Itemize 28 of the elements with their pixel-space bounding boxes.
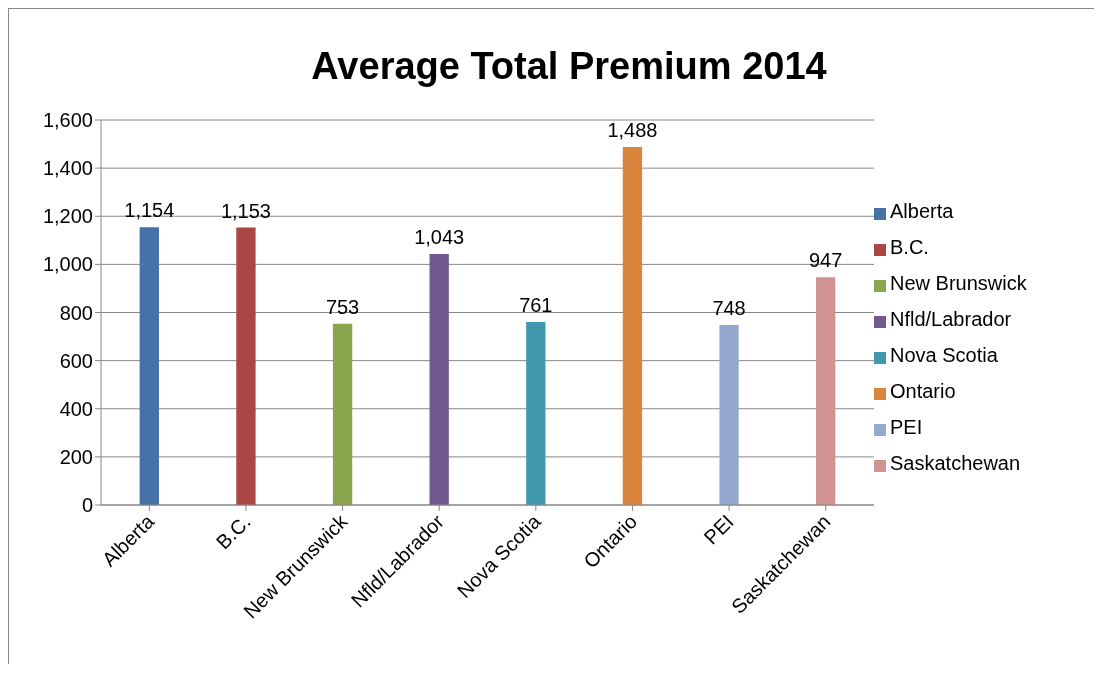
legend-label: B.C.	[890, 235, 929, 258]
legend-label: Nfld/Labrador	[890, 307, 1012, 330]
legend-label: Ontario	[890, 379, 956, 402]
y-tick-label: 600	[59, 349, 93, 372]
chart-title: Average Total Premium 2014	[310, 45, 828, 88]
data-label: 1,153	[220, 199, 271, 222]
data-label: 761	[519, 293, 553, 316]
data-label: 1,154	[124, 199, 175, 222]
legend-label: Alberta	[890, 199, 954, 222]
data-label: 753	[325, 295, 360, 318]
y-tick-label: 1,600	[42, 109, 93, 132]
y-tick-label: 400	[59, 397, 93, 420]
y-tick-label: 200	[59, 445, 93, 468]
y-tick-label: 0	[81, 494, 93, 517]
x-tick-label: PEI	[699, 510, 738, 549]
data-label: 1,488	[607, 118, 658, 141]
data-label: 947	[809, 249, 843, 272]
legend-label: New Brunswick	[890, 271, 1027, 294]
legend-label: Nova Scotia	[890, 343, 998, 366]
y-tick-label: 1,400	[42, 157, 93, 180]
y-tick-label: 1,200	[42, 205, 93, 228]
y-tick-label: 800	[59, 301, 93, 324]
x-tick-label: B.C.	[211, 510, 255, 554]
data-label: 748	[712, 297, 746, 320]
y-tick-label: 1,000	[42, 253, 93, 276]
data-label: 1,043	[414, 226, 465, 249]
legend-label: Saskatchewan	[890, 451, 1021, 474]
legend-label: PEI	[890, 415, 923, 438]
